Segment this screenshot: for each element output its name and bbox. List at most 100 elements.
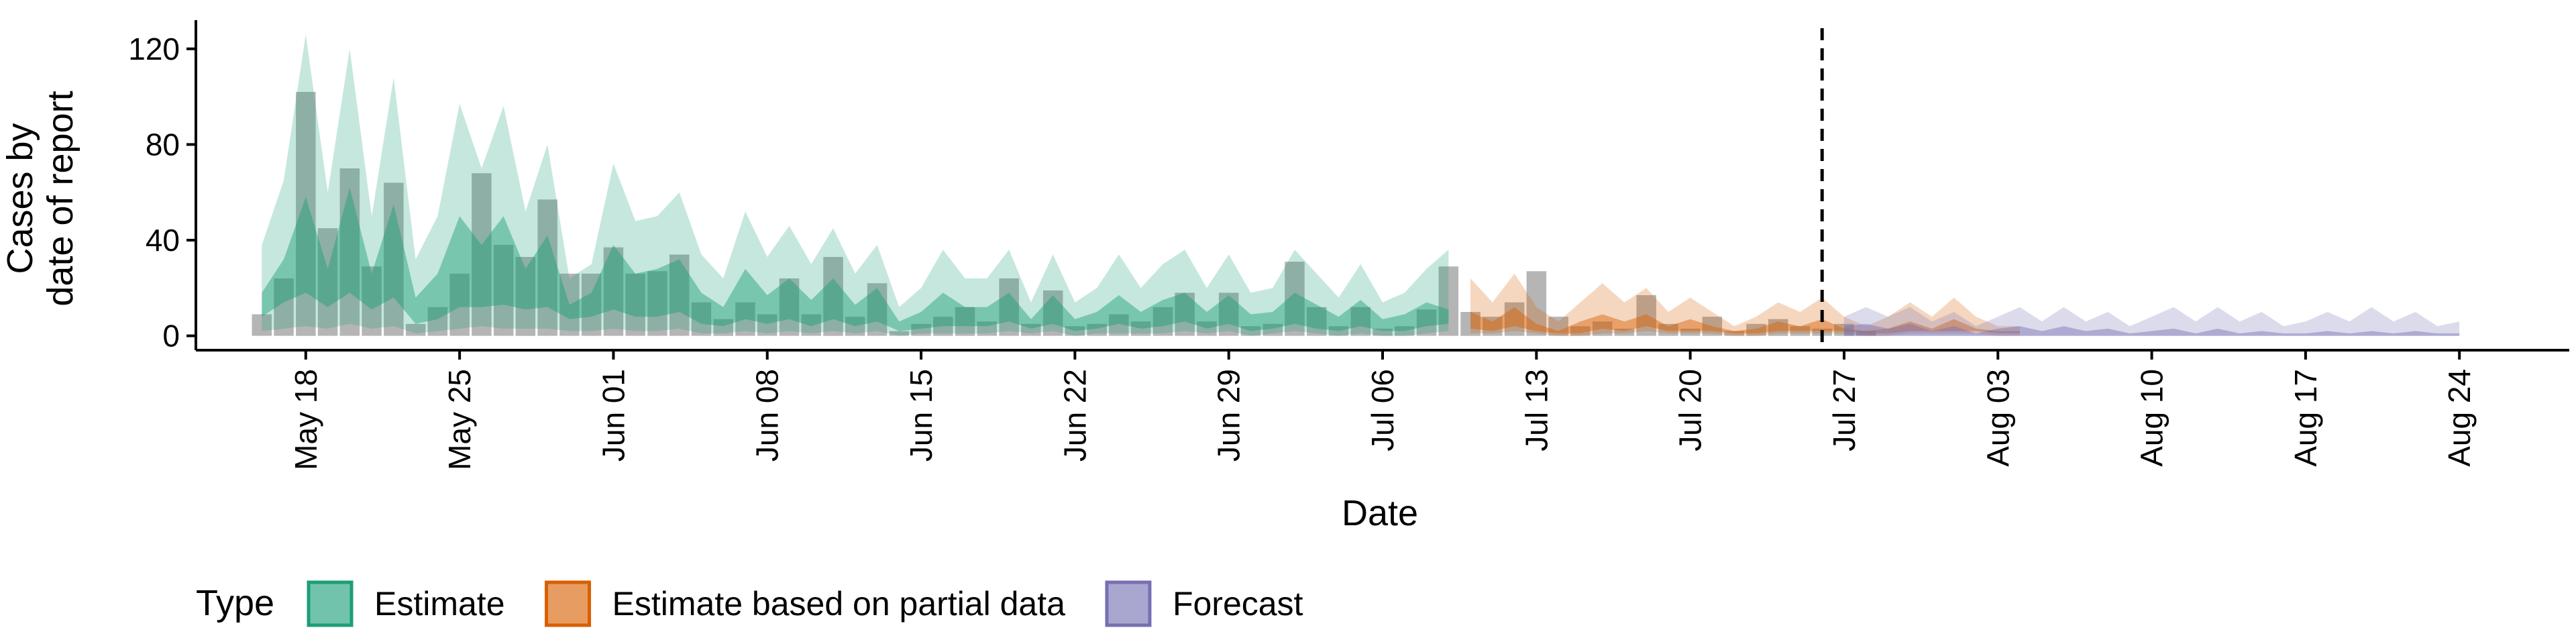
case-bar	[1570, 326, 1591, 336]
estimate-based-on-partial-data-ribbon-90	[1470, 273, 2020, 336]
case-bar	[472, 173, 492, 336]
case-bar	[1130, 321, 1151, 336]
case-bar	[1614, 328, 1635, 336]
y-tick-label: 40	[146, 223, 180, 258]
case-bar	[1834, 323, 1854, 336]
case-bar	[691, 302, 712, 336]
case-bar	[625, 273, 645, 336]
case-bar	[1483, 317, 1503, 336]
estimate-based-on-partial-data-ribbon-50	[1470, 307, 2020, 333]
estimate-ribbons	[262, 34, 2460, 336]
case-bar	[1724, 331, 1744, 336]
x-tick-label: Jun 29	[1212, 369, 1246, 462]
case-bar	[1746, 323, 1766, 336]
case-bar	[1197, 321, 1217, 336]
case-bar	[1373, 328, 1393, 336]
x-tick-label: Jun 08	[750, 369, 785, 462]
case-bar	[449, 273, 470, 336]
case-bar	[581, 273, 602, 336]
x-tick-label: Aug 17	[2288, 369, 2323, 467]
case-bar	[559, 273, 580, 336]
case-bar	[779, 278, 800, 336]
case-bar	[1218, 292, 1239, 336]
case-bar	[1790, 326, 1811, 336]
case-bar	[1680, 328, 1701, 336]
case-bar	[1285, 262, 1305, 336]
y-axis-title-line: date of report	[40, 91, 80, 306]
case-bar	[1065, 326, 1085, 336]
case-bar	[647, 271, 667, 336]
case-bar	[999, 278, 1019, 336]
forecast-ribbon-90	[1843, 307, 2460, 336]
x-tick-label: Aug 03	[1980, 369, 2015, 467]
x-tick-label: May 18	[288, 369, 323, 470]
estimate-ribbon-90	[262, 34, 1449, 336]
y-tick-label: 0	[162, 319, 180, 354]
axes: 0 40 80 120 May 18 May 25 Jun 01 Jun 08 Jun 15 J…	[128, 20, 2569, 470]
y-tick-label: 120	[128, 32, 180, 66]
y-axis-ticks: 0 40 80 120	[128, 32, 196, 354]
case-bar	[603, 247, 624, 336]
case-bar	[911, 323, 931, 336]
case-bar	[1021, 323, 1041, 336]
case-bar	[955, 307, 975, 336]
case-bar	[1263, 323, 1283, 336]
case-bar	[1328, 326, 1349, 336]
legend-title: Type	[196, 583, 274, 623]
x-axis-title: Date	[1342, 493, 1418, 533]
case-bar	[1109, 314, 1129, 336]
case-bar	[1395, 326, 1415, 336]
x-tick-label: Jul 20	[1673, 369, 1708, 451]
x-axis-ticks: May 18 May 25 Jun 01 Jun 08 Jun 15 Jun 22 Jun …	[288, 350, 2477, 470]
legend-swatch	[545, 580, 592, 627]
case-bar	[1350, 307, 1371, 336]
case-bar	[1152, 307, 1173, 336]
case-bar	[977, 321, 998, 336]
case-bar	[735, 302, 755, 336]
case-bar	[515, 257, 536, 336]
case-bar	[427, 307, 448, 336]
x-tick-label: May 25	[442, 369, 477, 470]
case-bar	[274, 278, 294, 336]
case-bar	[339, 168, 360, 336]
case-bar	[1240, 326, 1261, 336]
case-bar	[1702, 317, 1723, 336]
case-bar	[1042, 290, 1063, 336]
forecast-ribbon-50	[1843, 323, 2460, 336]
case-bar	[405, 323, 426, 336]
legend: Type Estimate Estimate based on partial d…	[196, 580, 1303, 627]
case-bar	[1856, 331, 1876, 336]
x-tick-label: Aug 24	[2442, 369, 2477, 467]
case-bar	[713, 319, 733, 336]
legend-swatch	[307, 580, 354, 627]
case-bar	[1460, 312, 1481, 336]
case-bar	[537, 199, 557, 336]
case-bar	[1087, 323, 1107, 336]
case-bar	[1175, 292, 1195, 336]
case-bar	[1504, 302, 1525, 336]
estimate-ribbon-50	[262, 187, 1449, 331]
legend-label: Estimate	[374, 585, 505, 623]
legend-entries: Estimate Estimate based on partial data Fo…	[307, 580, 1303, 627]
y-tick-label: 80	[146, 127, 180, 162]
case-bar	[1526, 271, 1547, 336]
y-axis-title: Cases bydate of report	[0, 91, 80, 306]
x-tick-label: Jul 13	[1519, 369, 1554, 451]
x-tick-label: Jun 15	[904, 369, 938, 462]
case-bar	[296, 92, 316, 336]
case-bar	[669, 254, 690, 336]
case-bar	[1636, 295, 1656, 336]
case-bar	[317, 228, 338, 336]
case-bar	[801, 314, 821, 336]
case-bar	[1768, 319, 1788, 336]
case-bar	[867, 283, 888, 336]
x-tick-label: Jun 22	[1057, 369, 1092, 462]
legend-label: Estimate based on partial data	[612, 585, 1066, 623]
case-bar	[252, 314, 272, 336]
x-tick-label: Jul 06	[1365, 369, 1400, 451]
case-bar	[384, 182, 404, 336]
legend-label: Forecast	[1173, 585, 1303, 623]
case-bar	[493, 245, 514, 336]
x-tick-label: Jul 27	[1827, 369, 1862, 451]
